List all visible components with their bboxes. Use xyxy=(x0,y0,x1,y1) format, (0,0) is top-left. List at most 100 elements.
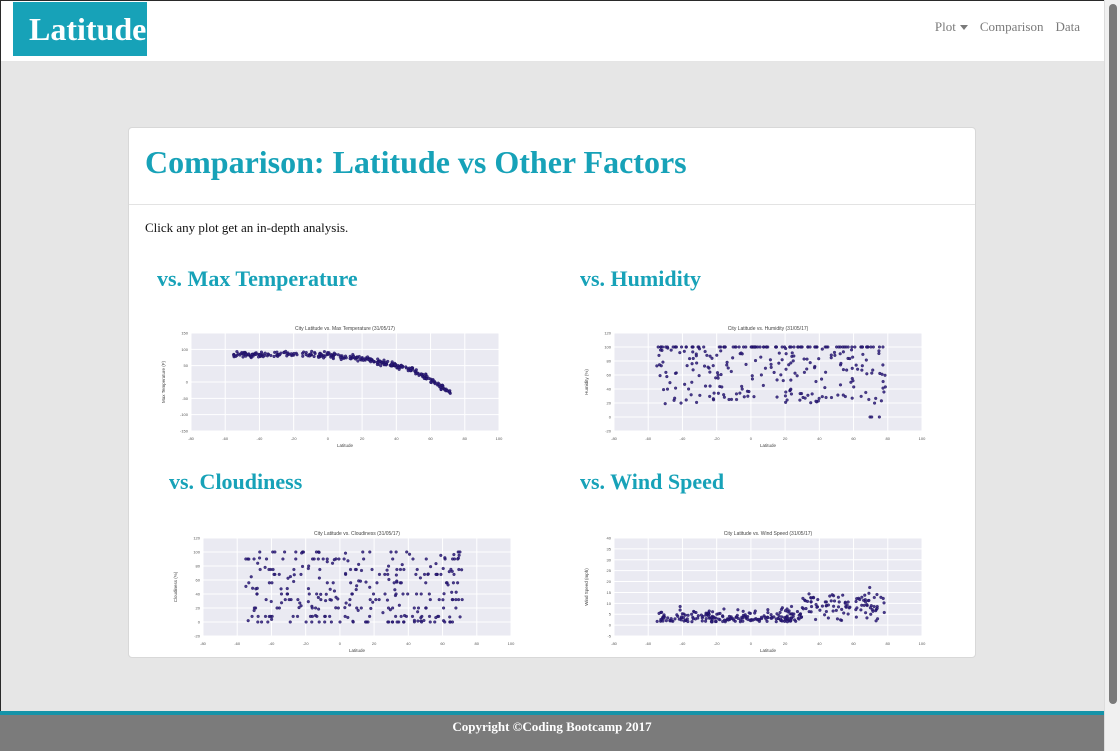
data-point xyxy=(881,345,885,349)
data-point xyxy=(691,617,695,621)
data-point xyxy=(376,360,380,364)
nav-comparison-link[interactable]: Comparison xyxy=(974,19,1050,35)
data-point xyxy=(398,567,402,572)
data-point xyxy=(324,592,328,596)
data-point xyxy=(690,362,694,366)
data-point xyxy=(832,604,836,608)
data-point xyxy=(795,610,800,614)
data-point xyxy=(691,345,695,349)
plot-cloudiness[interactable]: -80 -60 -40 -20 0 20 40 60 80 100 -20 0 20 40 60 80 100 1… xyxy=(169,526,521,654)
data-point xyxy=(332,589,337,593)
data-point xyxy=(300,551,304,555)
data-point xyxy=(875,592,879,597)
data-point xyxy=(729,369,733,374)
data-point xyxy=(741,609,745,613)
nav-data-link[interactable]: Data xyxy=(1049,19,1086,35)
nav-plot-dropdown[interactable]: Plot xyxy=(929,19,974,35)
data-point xyxy=(404,365,408,369)
data-point xyxy=(364,580,368,584)
data-point xyxy=(845,368,849,372)
data-point xyxy=(325,581,329,585)
data-point xyxy=(757,619,761,623)
data-point xyxy=(673,396,677,400)
data-point xyxy=(298,601,302,605)
data-point xyxy=(731,356,735,360)
data-point xyxy=(839,618,843,622)
data-point xyxy=(883,373,887,377)
data-point xyxy=(850,345,854,349)
data-point xyxy=(711,364,715,368)
data-point xyxy=(829,356,833,360)
brand-logo[interactable]: Latitude xyxy=(13,2,147,56)
data-point xyxy=(348,356,352,361)
data-point xyxy=(304,350,308,355)
x-tick-label: 40 xyxy=(394,436,399,441)
data-point xyxy=(789,387,793,391)
data-point xyxy=(313,351,317,356)
data-point xyxy=(862,598,866,602)
data-point xyxy=(283,550,287,554)
data-point xyxy=(781,379,785,383)
data-point xyxy=(256,355,261,359)
plot-wind-speed[interactable]: -80 -60 -40 -20 0 20 40 60 80 100 -5 0 5 10 15 20 25 30 35… xyxy=(580,526,932,654)
data-point xyxy=(698,393,702,397)
y-axis-label: Cloudiness (%) xyxy=(173,571,178,602)
data-point xyxy=(328,614,332,618)
data-point xyxy=(283,598,287,602)
data-point xyxy=(708,394,712,398)
data-point xyxy=(323,614,327,618)
y-tick-label: 0 xyxy=(198,620,201,625)
y-tick-label: -20 xyxy=(605,429,612,434)
data-point xyxy=(711,610,715,614)
data-point xyxy=(675,613,679,617)
data-point xyxy=(684,345,688,349)
plot-max-temperature[interactable]: -80 -60 -40 -20 0 20 40 60 80 100 -150 -100 -50 0 50 10… xyxy=(157,321,509,449)
data-point xyxy=(704,617,708,621)
data-point xyxy=(705,353,709,357)
y-tick-label: -50 xyxy=(182,396,189,401)
data-point xyxy=(695,361,699,365)
data-point xyxy=(784,390,788,394)
data-point xyxy=(402,620,406,624)
data-point xyxy=(685,364,689,368)
data-point xyxy=(367,358,371,362)
data-point xyxy=(841,593,845,597)
data-point xyxy=(798,392,802,396)
data-point xyxy=(457,567,461,572)
data-point xyxy=(292,567,296,572)
data-point xyxy=(397,603,401,607)
data-point xyxy=(442,592,446,596)
x-tick-label: 60 xyxy=(851,641,856,646)
plot-humidity[interactable]: -80 -60 -40 -20 0 20 40 60 80 100 -20 0 20 40 60 80 100 1… xyxy=(580,321,932,449)
data-point xyxy=(386,572,390,576)
data-point xyxy=(439,385,443,389)
data-point xyxy=(263,351,267,355)
nav-comparison-label: Comparison xyxy=(979,19,1044,34)
data-point xyxy=(703,349,707,354)
data-point xyxy=(241,355,245,359)
data-point xyxy=(328,598,332,602)
data-point xyxy=(360,356,364,360)
y-axis-label: Wind Speed (mph) xyxy=(584,568,589,606)
data-point xyxy=(252,606,256,610)
vertical-scrollbar[interactable] xyxy=(1104,0,1120,751)
data-point xyxy=(874,609,878,613)
data-point xyxy=(814,399,818,403)
x-tick-label: -80 xyxy=(611,641,618,646)
data-point xyxy=(734,615,738,619)
data-point xyxy=(364,620,368,624)
data-point xyxy=(794,619,798,623)
data-point xyxy=(344,601,348,605)
data-point xyxy=(665,387,670,391)
data-point xyxy=(826,616,830,620)
data-point xyxy=(850,396,854,400)
data-point xyxy=(769,362,773,366)
scrollbar-thumb[interactable] xyxy=(1109,4,1117,704)
data-point xyxy=(850,366,854,370)
x-tick-label: -80 xyxy=(611,436,618,441)
data-point xyxy=(285,592,289,596)
data-point xyxy=(689,393,693,397)
data-point xyxy=(725,363,729,367)
data-point xyxy=(727,397,731,402)
data-point xyxy=(699,613,703,617)
